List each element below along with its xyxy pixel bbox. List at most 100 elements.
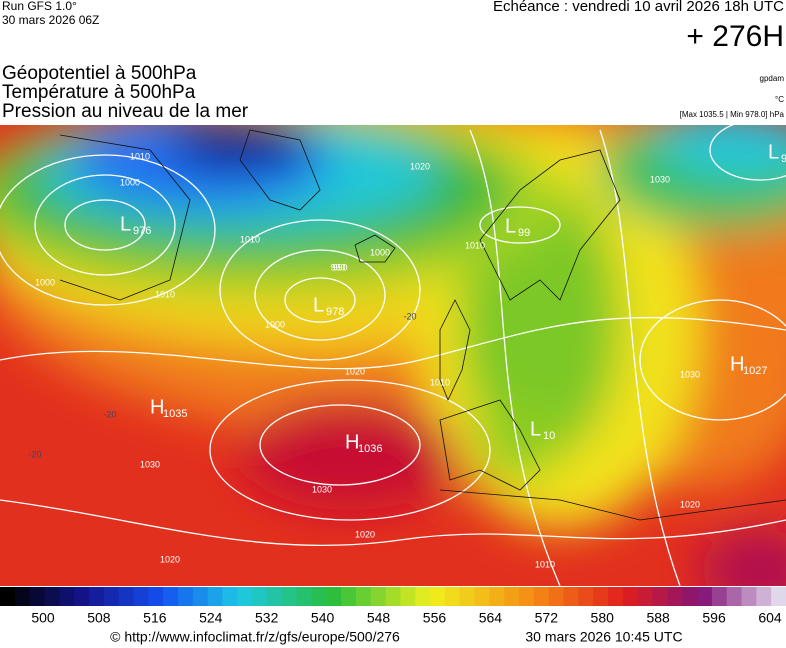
colorbar-swatch [430, 587, 446, 606]
center-value: 1027 [743, 365, 767, 377]
colorbar-swatch [133, 587, 149, 606]
colorbar-swatch [296, 587, 312, 606]
center-letter: L [768, 141, 779, 163]
temperature-label: -20 [103, 409, 116, 419]
center-value: 1035 [163, 408, 187, 420]
temperature-field [700, 530, 786, 586]
colorbar-swatch [711, 587, 728, 606]
colorbar-tick: 516 [143, 610, 167, 626]
colorbar-swatch [370, 587, 387, 606]
isobar [639, 299, 786, 421]
center-letter: L [530, 418, 541, 440]
isobar-label: 1010 [240, 234, 260, 244]
center-letter: L [313, 294, 324, 316]
colorbar-swatch [0, 587, 16, 606]
colorbar-tick: 548 [367, 610, 391, 626]
colorbar-swatch [326, 587, 342, 606]
colorbar-swatch [667, 587, 683, 606]
colorbar-swatch [474, 587, 490, 606]
center-letter: L [505, 215, 516, 237]
temperature-field [170, 125, 310, 168]
temperature-field [480, 400, 560, 480]
colorbar-swatch [593, 587, 609, 606]
coastline [479, 149, 621, 301]
coastline [439, 489, 786, 521]
isobar-label: 1010 [465, 240, 485, 250]
isobar-label: 1020 [410, 161, 430, 171]
colorbar-swatch [548, 587, 565, 606]
isobar-label: 1010 [130, 151, 150, 161]
isobar [0, 154, 216, 306]
colorbar-tick: 540 [311, 610, 335, 626]
colorbar-swatch [608, 587, 624, 606]
colorbar-swatch [252, 587, 268, 606]
coastline [439, 399, 541, 491]
coastline [354, 234, 396, 263]
colorbar-swatch [148, 587, 164, 606]
isobar-label: 1000 [120, 177, 140, 187]
colorbar-swatch [385, 587, 401, 606]
unit: [Max 1035.5 | Min 978.0] hPa [680, 110, 785, 119]
center-value: 99 [518, 227, 530, 239]
colorbar-swatch [459, 587, 476, 606]
isobar-label: 1000 [265, 319, 285, 329]
colorbar-swatch [563, 587, 579, 606]
source: © http://www.infoclimat.fr/z/gfs/europe/… [110, 629, 400, 645]
colorbar-tick: 564 [479, 610, 503, 626]
colorbar-swatch [118, 587, 134, 606]
colorbar-tick: 572 [535, 610, 559, 626]
center-value: 978 [326, 306, 344, 318]
run-time: 30 mars 2026 06Z [2, 13, 99, 27]
layer: Température à 500hPa [2, 82, 196, 103]
isobar [469, 129, 561, 586]
colorbar-swatch [533, 587, 550, 606]
colorbar-swatch [415, 587, 431, 606]
temperature-label: -20 [403, 311, 416, 321]
colorbar-swatch [311, 587, 327, 606]
colorbar-swatch [192, 587, 209, 606]
colorbar-swatch [697, 587, 713, 606]
isobar [219, 219, 421, 361]
run: Run GFS 1.0° [2, 0, 77, 13]
colorbar-tick: 532 [255, 610, 279, 626]
colorbar-tick: 500 [31, 610, 55, 626]
colorbar-swatch [44, 587, 60, 606]
colorbar-swatch [741, 587, 757, 606]
colorbar-swatch [59, 587, 75, 606]
temperature-field [240, 400, 460, 510]
center-letter: H [150, 396, 164, 418]
isobar [479, 206, 561, 244]
colorbar-swatch [103, 587, 120, 606]
isobar [259, 404, 421, 486]
center-value: 10 [543, 430, 555, 442]
isobar-label: 1030 [140, 459, 160, 469]
colorbar-tick: 508 [87, 610, 111, 626]
isobar [599, 129, 681, 586]
colorbar-swatch [622, 587, 639, 606]
isobar-label: 1030 [680, 369, 700, 379]
colorbar-swatch [163, 587, 179, 606]
isobar [34, 174, 176, 276]
colorbar-tick: 588 [646, 610, 670, 626]
isobar [209, 379, 491, 521]
colorbar-tick: 580 [591, 610, 615, 626]
colorbar-swatch [281, 587, 298, 606]
center-letter: H [730, 353, 744, 375]
colorbar-swatch [400, 587, 416, 606]
colorbar-swatch [489, 587, 505, 606]
center-letter: H [345, 431, 359, 453]
colorbar-swatch [341, 587, 357, 606]
colorbar-swatch [266, 587, 283, 606]
temperature-label: -20 [28, 449, 41, 459]
map: L976L978L99L98H1035H1036H1027L1010101000… [0, 125, 786, 586]
isobar [709, 125, 786, 181]
colorbar-swatch [355, 587, 372, 606]
colorbar-swatch [756, 587, 772, 606]
colorbar-swatch [207, 587, 223, 606]
colorbar-swatch [726, 587, 743, 606]
isobar-label: 990 [332, 262, 347, 272]
isobar [0, 316, 786, 370]
isobar-label: 1030 [650, 174, 670, 184]
